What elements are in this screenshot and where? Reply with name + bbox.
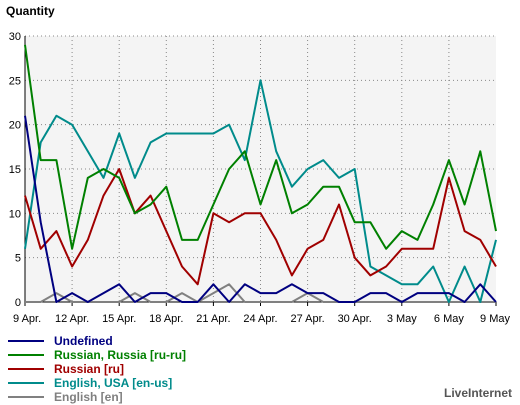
x-tick-label: 27 Apr. (290, 313, 324, 325)
y-tick-label: 10 (9, 208, 21, 220)
legend-swatch (8, 354, 44, 356)
y-tick-label: 0 (15, 297, 21, 309)
brand-label: LiveInternet (443, 386, 512, 400)
y-tick-label: 30 (9, 31, 21, 43)
y-tick-label: 15 (9, 164, 21, 176)
x-tick-label: 12 Apr. (55, 313, 89, 325)
x-tick-label: 15 Apr. (102, 313, 136, 325)
x-tick-label: 3 May (387, 313, 417, 325)
x-tick-label: 9 Apr. (13, 313, 41, 325)
series-line-1 (24, 44, 497, 250)
x-tick-label: 9 May (480, 313, 510, 325)
chart-title: Quantity (6, 4, 55, 18)
x-tick-label: 21 Apr. (196, 313, 230, 325)
series-line-0 (24, 115, 497, 303)
legend-swatch (8, 396, 44, 398)
legend-item: Undefined (8, 334, 186, 348)
legend-item: English, USA [en-us] (8, 376, 186, 390)
series-line-4 (25, 283, 496, 303)
legend-item: English [en] (8, 390, 186, 404)
y-tick-label: 25 (9, 75, 21, 87)
legend-label: Undefined (54, 334, 113, 348)
legend-label: Russian [ru] (54, 362, 125, 376)
y-tick-label: 5 (15, 253, 21, 265)
legend-label: English, USA [en-us] (54, 376, 173, 390)
y-tick-label: 20 (9, 120, 21, 132)
x-tick-label: 18 Apr. (149, 313, 183, 325)
legend-item: Russian [ru] (8, 362, 186, 376)
series-line-2 (24, 168, 497, 286)
legend-label: English [en] (54, 390, 123, 404)
legend: Undefined Russian, Russia [ru-ru] Russian … (8, 334, 186, 404)
x-tick-label: 6 May (434, 313, 464, 325)
x-tick-label: 30 Apr. (338, 313, 372, 325)
legend-item: Russian, Russia [ru-ru] (8, 348, 186, 362)
legend-swatch (8, 382, 44, 384)
legend-swatch (8, 368, 44, 370)
legend-label: Russian, Russia [ru-ru] (54, 348, 187, 362)
x-tick-label: 24 Apr. (243, 313, 277, 325)
legend-swatch (8, 340, 44, 342)
series-line-3 (24, 79, 497, 303)
